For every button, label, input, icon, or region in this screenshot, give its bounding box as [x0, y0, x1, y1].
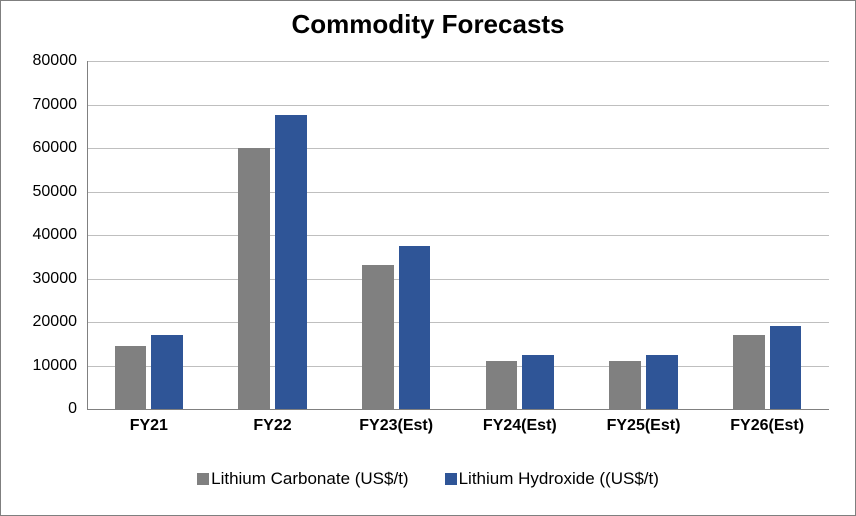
- x-tick-label: FY23(Est): [359, 417, 433, 435]
- y-tick-label: 80000: [33, 52, 78, 70]
- bar: [646, 355, 678, 409]
- bar: [609, 361, 641, 409]
- bar: [522, 355, 554, 409]
- gridline: [87, 235, 829, 236]
- y-tick-label: 60000: [33, 139, 78, 157]
- y-tick-label: 20000: [33, 313, 78, 331]
- y-tick-label: 30000: [33, 270, 78, 288]
- chart-frame: Commodity Forecasts 01000020000300004000…: [0, 0, 856, 516]
- gridline: [87, 148, 829, 149]
- legend-item: Lithium Carbonate (US$/t): [197, 469, 408, 489]
- bar: [362, 265, 394, 409]
- x-tick-label: FY24(Est): [483, 417, 557, 435]
- bar: [399, 246, 431, 409]
- bar: [733, 335, 765, 409]
- legend: Lithium Carbonate (US$/t) Lithium Hydroxi…: [1, 469, 855, 489]
- bar: [151, 335, 183, 409]
- x-tick-label: FY21: [130, 417, 168, 435]
- legend-swatch: [197, 473, 209, 485]
- legend-swatch: [445, 473, 457, 485]
- y-tick-label: 50000: [33, 183, 78, 201]
- y-tick-label: 70000: [33, 96, 78, 114]
- y-axis-line: [87, 61, 88, 409]
- gridline: [87, 105, 829, 106]
- bar: [275, 115, 307, 409]
- x-tick-label: FY22: [253, 417, 291, 435]
- gridline: [87, 279, 829, 280]
- gridline: [87, 61, 829, 62]
- bar: [238, 148, 270, 409]
- x-tick-label: FY25(Est): [607, 417, 681, 435]
- legend-item: Lithium Hydroxide ((US$/t): [445, 469, 659, 489]
- gridline: [87, 366, 829, 367]
- gridline: [87, 192, 829, 193]
- y-tick-label: 40000: [33, 226, 78, 244]
- legend-label: Lithium Carbonate (US$/t): [211, 469, 408, 489]
- plot-area: 0100002000030000400005000060000700008000…: [87, 61, 829, 409]
- bar: [115, 346, 147, 409]
- x-tick-label: FY26(Est): [730, 417, 804, 435]
- chart-title: Commodity Forecasts: [1, 9, 855, 40]
- y-tick-label: 10000: [33, 357, 78, 375]
- bar: [486, 361, 518, 409]
- gridline: [87, 409, 829, 410]
- legend-label: Lithium Hydroxide ((US$/t): [459, 469, 659, 489]
- y-tick-label: 0: [68, 400, 77, 418]
- bar: [770, 326, 802, 409]
- gridline: [87, 322, 829, 323]
